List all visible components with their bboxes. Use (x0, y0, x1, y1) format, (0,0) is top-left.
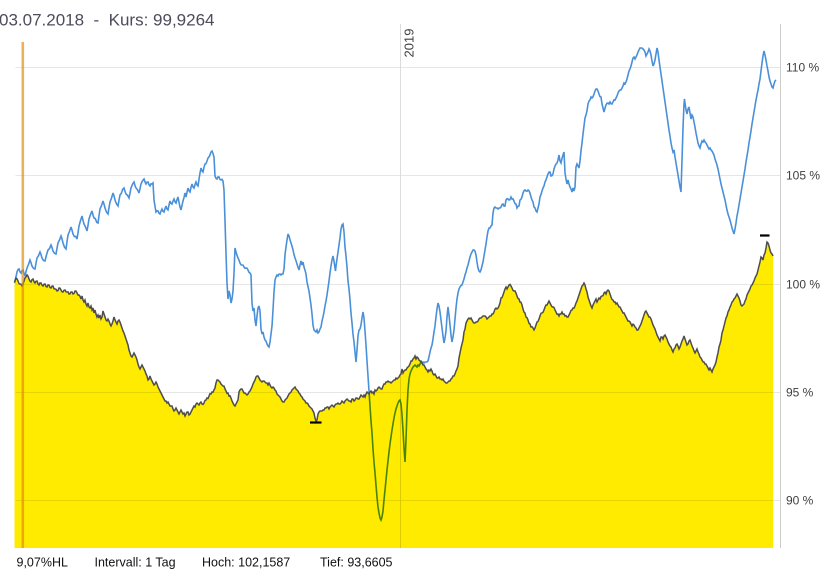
svg-text:110 %: 110 % (786, 61, 819, 75)
svg-text:Intervall: 1 Tag: Intervall: 1 Tag (95, 556, 176, 570)
svg-text:95 %: 95 % (786, 386, 814, 400)
svg-text:2019: 2019 (402, 29, 417, 58)
svg-text:90 %: 90 % (786, 494, 814, 508)
svg-text:03.07.2018 - Kurs: 99,9264: 03.07.2018 - Kurs: 99,9264 (0, 11, 215, 30)
svg-text:Tief: 93,6605: Tief: 93,6605 (320, 556, 393, 570)
svg-text:9,07%HL: 9,07%HL (17, 556, 68, 570)
svg-text:105 %: 105 % (786, 169, 820, 183)
svg-text:100 %: 100 % (786, 278, 820, 292)
svg-text:Hoch: 102,1587: Hoch: 102,1587 (202, 556, 290, 570)
